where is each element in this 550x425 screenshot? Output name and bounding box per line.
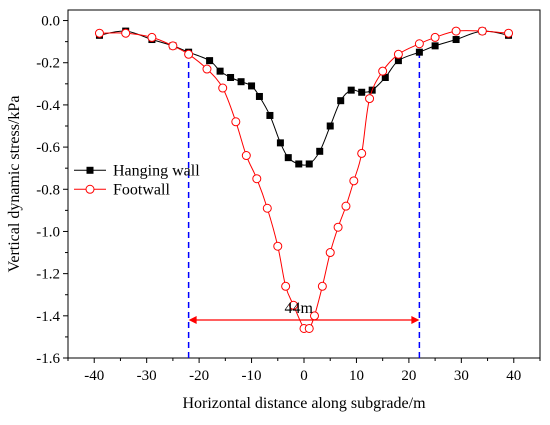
data-point-hanging-wall	[452, 36, 460, 44]
y-tick-label: -0.2	[36, 56, 60, 72]
legend-label-0: Hanging wall	[113, 162, 200, 179]
data-point-footwall	[451, 26, 461, 36]
data-point-footwall	[262, 203, 272, 213]
x-tick-label: 0	[300, 368, 308, 384]
series-line-0	[99, 30, 509, 166]
y-tick-label: 0.0	[41, 14, 60, 30]
data-point-hanging-wall	[227, 73, 235, 81]
data-point-footwall	[325, 248, 335, 258]
legend-marker-footwall	[85, 184, 95, 194]
data-point-hanging-wall	[284, 154, 292, 162]
annotation-arrowhead-left	[188, 316, 197, 325]
data-point-hanging-wall	[266, 111, 274, 119]
legend-marker-hanging-wall	[86, 166, 94, 174]
data-point-footwall	[504, 28, 514, 38]
data-point-hanging-wall	[276, 139, 284, 147]
data-point-hanging-wall	[237, 78, 245, 86]
x-tick-label: 10	[349, 368, 364, 384]
data-point-footwall	[94, 28, 104, 38]
data-point-footwall	[341, 201, 351, 211]
x-axis-title: Horizontal distance along subgrade/m	[182, 395, 426, 412]
data-point-footwall	[393, 49, 403, 59]
x-tick-label: -20	[189, 368, 209, 384]
y-tick-label: -1.2	[36, 267, 60, 283]
data-point-hanging-wall	[248, 82, 256, 90]
data-point-footwall	[184, 49, 194, 59]
y-tick-label: -1.4	[36, 309, 60, 325]
data-point-hanging-wall	[216, 67, 224, 75]
data-point-footwall	[273, 241, 283, 251]
data-point-hanging-wall	[305, 160, 313, 168]
data-point-footwall	[304, 323, 314, 333]
y-tick-label: -0.8	[36, 182, 60, 198]
data-point-hanging-wall	[337, 97, 345, 105]
x-tick-label: 30	[454, 368, 469, 384]
x-tick-label: -40	[84, 368, 104, 384]
data-point-hanging-wall	[326, 122, 334, 130]
y-tick-label: -0.4	[36, 98, 60, 114]
y-tick-label: -1.0	[36, 224, 60, 240]
data-point-footwall	[289, 300, 299, 310]
data-point-footwall	[477, 26, 487, 36]
data-point-footwall	[218, 83, 228, 93]
data-point-footwall	[252, 174, 262, 184]
x-tick-label: -10	[242, 368, 262, 384]
data-point-hanging-wall	[316, 147, 324, 155]
x-tick-label: -30	[137, 368, 157, 384]
data-point-footwall	[121, 28, 131, 38]
data-point-footwall	[357, 148, 367, 158]
data-point-footwall	[430, 32, 440, 42]
data-point-footwall	[231, 117, 241, 127]
data-point-footwall	[281, 281, 291, 291]
data-point-footwall	[317, 281, 327, 291]
data-point-hanging-wall	[431, 42, 439, 50]
data-point-footwall	[168, 41, 178, 51]
data-point-hanging-wall	[415, 48, 423, 56]
data-point-footwall	[378, 66, 388, 76]
y-axis-title: Vertical dynamic stress/kPa	[6, 96, 23, 273]
x-tick-label: 20	[401, 368, 416, 384]
data-point-footwall	[241, 151, 251, 161]
data-point-hanging-wall	[206, 57, 214, 65]
annotation-label: 44m	[285, 300, 314, 317]
data-point-hanging-wall	[255, 92, 263, 100]
x-tick-label: 40	[506, 368, 521, 384]
data-point-footwall	[333, 222, 343, 232]
data-point-hanging-wall	[295, 160, 303, 168]
data-point-hanging-wall	[381, 73, 389, 81]
data-point-footwall	[147, 32, 157, 42]
data-point-footwall	[365, 94, 375, 104]
annotation-arrowhead-right	[411, 316, 420, 325]
data-point-footwall	[414, 39, 424, 49]
legend-label-1: Footwall	[113, 181, 170, 198]
y-tick-label: -0.6	[36, 140, 60, 156]
data-point-footwall	[202, 64, 212, 74]
data-point-hanging-wall	[394, 57, 402, 65]
data-point-footwall	[349, 176, 359, 186]
data-point-hanging-wall	[358, 88, 366, 96]
y-tick-label: -1.6	[36, 351, 60, 367]
data-point-hanging-wall	[347, 86, 355, 94]
